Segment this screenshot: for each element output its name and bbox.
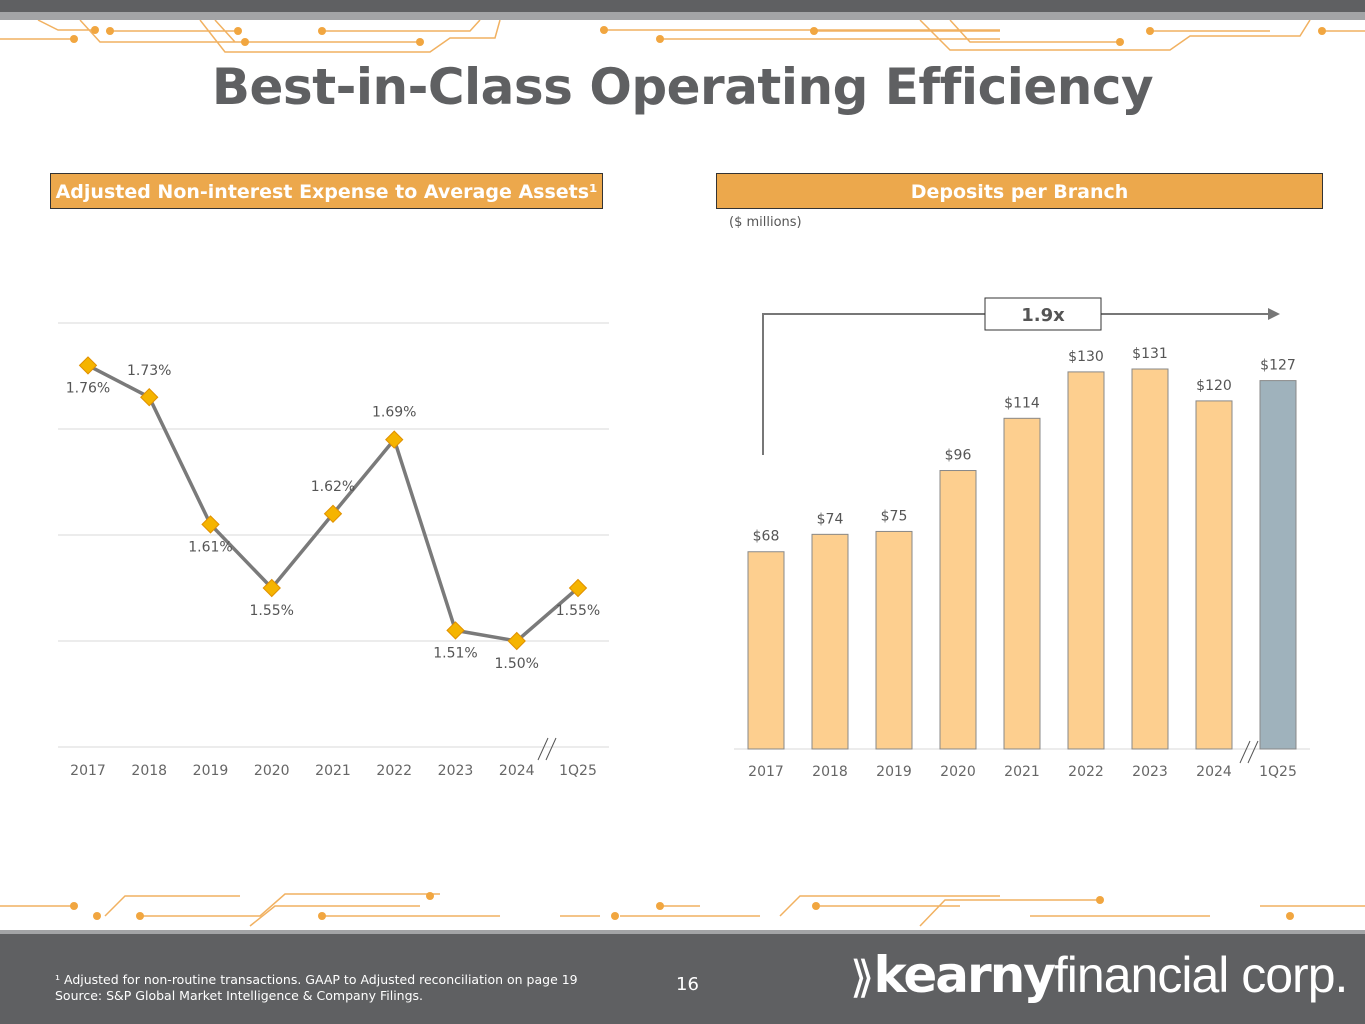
- data-label: 1.50%: [495, 656, 539, 672]
- footnote-source: Source: S&P Global Market Intelligence &…: [55, 988, 424, 1003]
- circuit-decoration-bottom: [0, 892, 1365, 927]
- footer: ¹ Adjusted for non-routine transactions.…: [0, 930, 1365, 1024]
- x-tick-label: 2019: [193, 763, 229, 779]
- bar: [1131, 368, 1169, 750]
- data-label: $130: [1068, 349, 1104, 365]
- line-chart: 1.76% 2017 1.73% 2018 1.61% 2019 1.55% 2020 1.62…: [58, 322, 609, 779]
- x-tick-label: 2024: [1196, 764, 1232, 780]
- x-tick-label: 2019: [876, 764, 912, 780]
- data-label: $75: [881, 508, 908, 524]
- x-tick-label: 1Q25: [1259, 764, 1297, 780]
- data-label: $120: [1196, 378, 1232, 394]
- axis-break-icon: [1239, 740, 1259, 764]
- x-tick-label: 2024: [499, 763, 535, 779]
- data-label: $96: [945, 448, 972, 464]
- x-tick-label: 2023: [438, 763, 474, 779]
- x-tick-label: 1Q25: [559, 763, 597, 779]
- logo-mark-icon: ⟫: [850, 953, 875, 1002]
- data-point-marker: [323, 504, 343, 523]
- x-tick-label: 2023: [1132, 764, 1168, 780]
- data-point-marker: [201, 515, 220, 534]
- x-tick-label: 2018: [131, 763, 167, 779]
- bar: [1067, 371, 1105, 750]
- x-tick-label: 2020: [254, 763, 290, 779]
- data-point-marker: [385, 430, 404, 449]
- growth-annotation: 1.9x: [1021, 305, 1065, 326]
- data-point-marker: [140, 388, 159, 407]
- bar-chart: $68 2017 $74 2018 $75 2019 $96 2020 $114 2021 $130…: [734, 297, 1310, 780]
- axis-break-icon: [537, 737, 557, 761]
- x-tick-label: 2018: [812, 764, 848, 780]
- company-logo: ⟫kearnyfinancial corp.: [850, 946, 1348, 1004]
- bar: [875, 530, 913, 750]
- footnote-adjusted: ¹ Adjusted for non-routine transactions.…: [55, 972, 578, 987]
- data-label: 1.51%: [433, 645, 477, 661]
- data-label: $131: [1132, 346, 1168, 362]
- circuit-decoration-top: [0, 20, 1365, 53]
- x-tick-label: 2020: [940, 764, 976, 780]
- data-label: $114: [1004, 395, 1040, 411]
- data-label: 1.62%: [311, 479, 355, 495]
- x-tick-label: 2017: [748, 764, 784, 780]
- growth-annotation-box: [984, 297, 1102, 331]
- data-point-marker: [568, 578, 588, 598]
- data-label: 1.55%: [556, 603, 600, 619]
- data-label: 1.61%: [188, 539, 232, 555]
- data-label: $68: [753, 529, 780, 545]
- x-tick-label: 2022: [376, 763, 412, 779]
- x-tick-label: 2017: [70, 763, 106, 779]
- bar: [1195, 400, 1233, 750]
- arrow-head-icon: [1268, 308, 1280, 320]
- data-label: 1.69%: [372, 405, 416, 421]
- x-tick-label: 2021: [1004, 764, 1040, 780]
- data-label: 1.76%: [66, 380, 110, 396]
- top-bar-accent: [0, 12, 1365, 20]
- page-number: 16: [676, 974, 699, 995]
- unit-note: ($ millions): [729, 215, 802, 230]
- data-label: 1.73%: [127, 363, 171, 379]
- data-point-marker: [446, 621, 465, 640]
- series-line: [87, 363, 580, 643]
- footnotes: ¹ Adjusted for non-routine transactions.…: [55, 972, 578, 1004]
- bar: [747, 551, 785, 750]
- top-bar: [0, 0, 1365, 12]
- data-point-marker: [262, 578, 281, 598]
- bar: [1259, 380, 1297, 750]
- bar: [1003, 417, 1041, 750]
- data-label: 1.55%: [250, 603, 294, 619]
- data-label: $127: [1260, 358, 1296, 374]
- bar: [811, 533, 849, 750]
- x-tick-label: 2021: [315, 763, 351, 779]
- x-tick-label: 2022: [1068, 764, 1104, 780]
- data-label: $74: [817, 511, 844, 527]
- page-title: Best-in-Class Operating Efficiency: [211, 58, 1154, 116]
- bar-chart-title: Deposits per Branch: [716, 173, 1323, 209]
- bar: [939, 470, 977, 750]
- line-chart-title: Adjusted Non-interest Expense to Average…: [50, 173, 603, 209]
- data-point-marker: [507, 631, 526, 651]
- data-point-marker: [78, 356, 98, 375]
